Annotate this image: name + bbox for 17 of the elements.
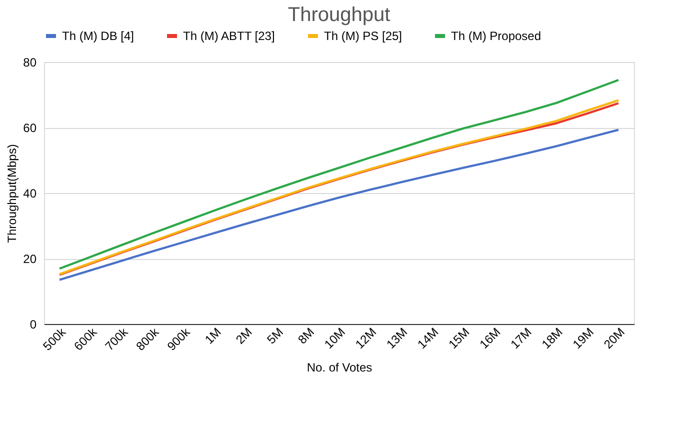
line-series <box>58 128 620 281</box>
y-tick-label: 40 <box>23 186 37 200</box>
legend-label: Th (M) PS [25] <box>324 29 402 43</box>
legend-label: Th (M) DB [4] <box>62 29 134 43</box>
x-tick-label: 2M <box>233 325 255 347</box>
x-tick-label: 8M <box>295 325 317 347</box>
legend-label: Th (M) ABTT [23] <box>183 29 275 43</box>
y-tick-label: 20 <box>23 252 37 266</box>
y-tick-label: 0 <box>30 318 37 332</box>
legend-label: Th (M) Proposed <box>451 29 542 43</box>
y-tick-label: 80 <box>23 56 37 70</box>
x-axis-title: No. of Votes <box>306 360 372 375</box>
chart-title: Throughput <box>288 4 391 26</box>
x-tick-label: 5M <box>264 325 286 347</box>
y-tick-label: 60 <box>23 121 37 135</box>
y-axis-title: Throughput(Mbps) <box>5 144 20 243</box>
x-tick-label: 1M <box>202 325 224 347</box>
